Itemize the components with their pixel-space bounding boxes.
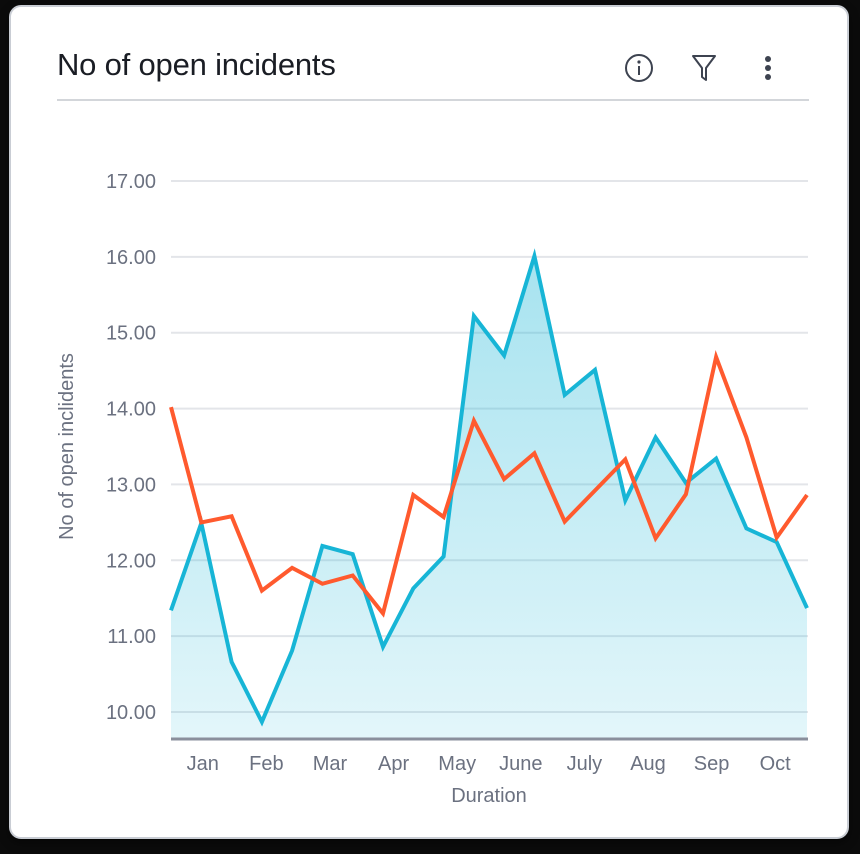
x-tick-label: Apr: [378, 753, 409, 775]
x-tick-label: Mar: [313, 753, 348, 775]
y-axis-title: No of open inclidents: [56, 353, 78, 540]
filter-button[interactable]: [687, 51, 721, 85]
x-axis-title: Duration: [451, 785, 527, 807]
x-axis-tick-labels: Jan Feb Mar Apr May June July Aug Sep Oct: [187, 753, 792, 775]
y-tick-label: 13.00: [106, 474, 156, 496]
y-tick-label: 14.00: [106, 399, 156, 421]
header-divider: [57, 99, 809, 101]
x-tick-label: May: [438, 753, 476, 775]
info-icon: [625, 54, 653, 82]
series-a-area: [171, 256, 807, 739]
x-tick-label: Jan: [187, 753, 219, 775]
x-tick-label: Aug: [630, 753, 666, 775]
y-tick-label: 10.00: [106, 702, 156, 724]
series-a-line: [169, 248, 809, 727]
x-tick-label: Oct: [760, 753, 792, 775]
y-tick-label: 12.00: [106, 550, 156, 572]
more-vertical-icon: [765, 56, 771, 80]
info-button[interactable]: [622, 51, 656, 85]
y-axis-tick-labels: 10.00 11.00 12.00 13.00 14.00 15.00 16.00 17.00: [106, 171, 156, 724]
filter-icon: [692, 55, 716, 81]
y-tick-label: 16.00: [106, 247, 156, 269]
x-tick-label: June: [499, 753, 542, 775]
series-b-line: [169, 349, 809, 618]
y-tick-label: 15.00: [106, 323, 156, 345]
y-tick-label: 17.00: [106, 171, 156, 193]
x-tick-label: Feb: [249, 753, 283, 775]
more-options-button[interactable]: [751, 51, 785, 85]
y-tick-label: 11.00: [107, 626, 156, 648]
x-tick-label: Sep: [694, 753, 730, 775]
chart-title: No of open incidents: [57, 47, 336, 82]
x-tick-label: July: [567, 753, 603, 775]
card-header: No of open incidents: [57, 45, 809, 99]
